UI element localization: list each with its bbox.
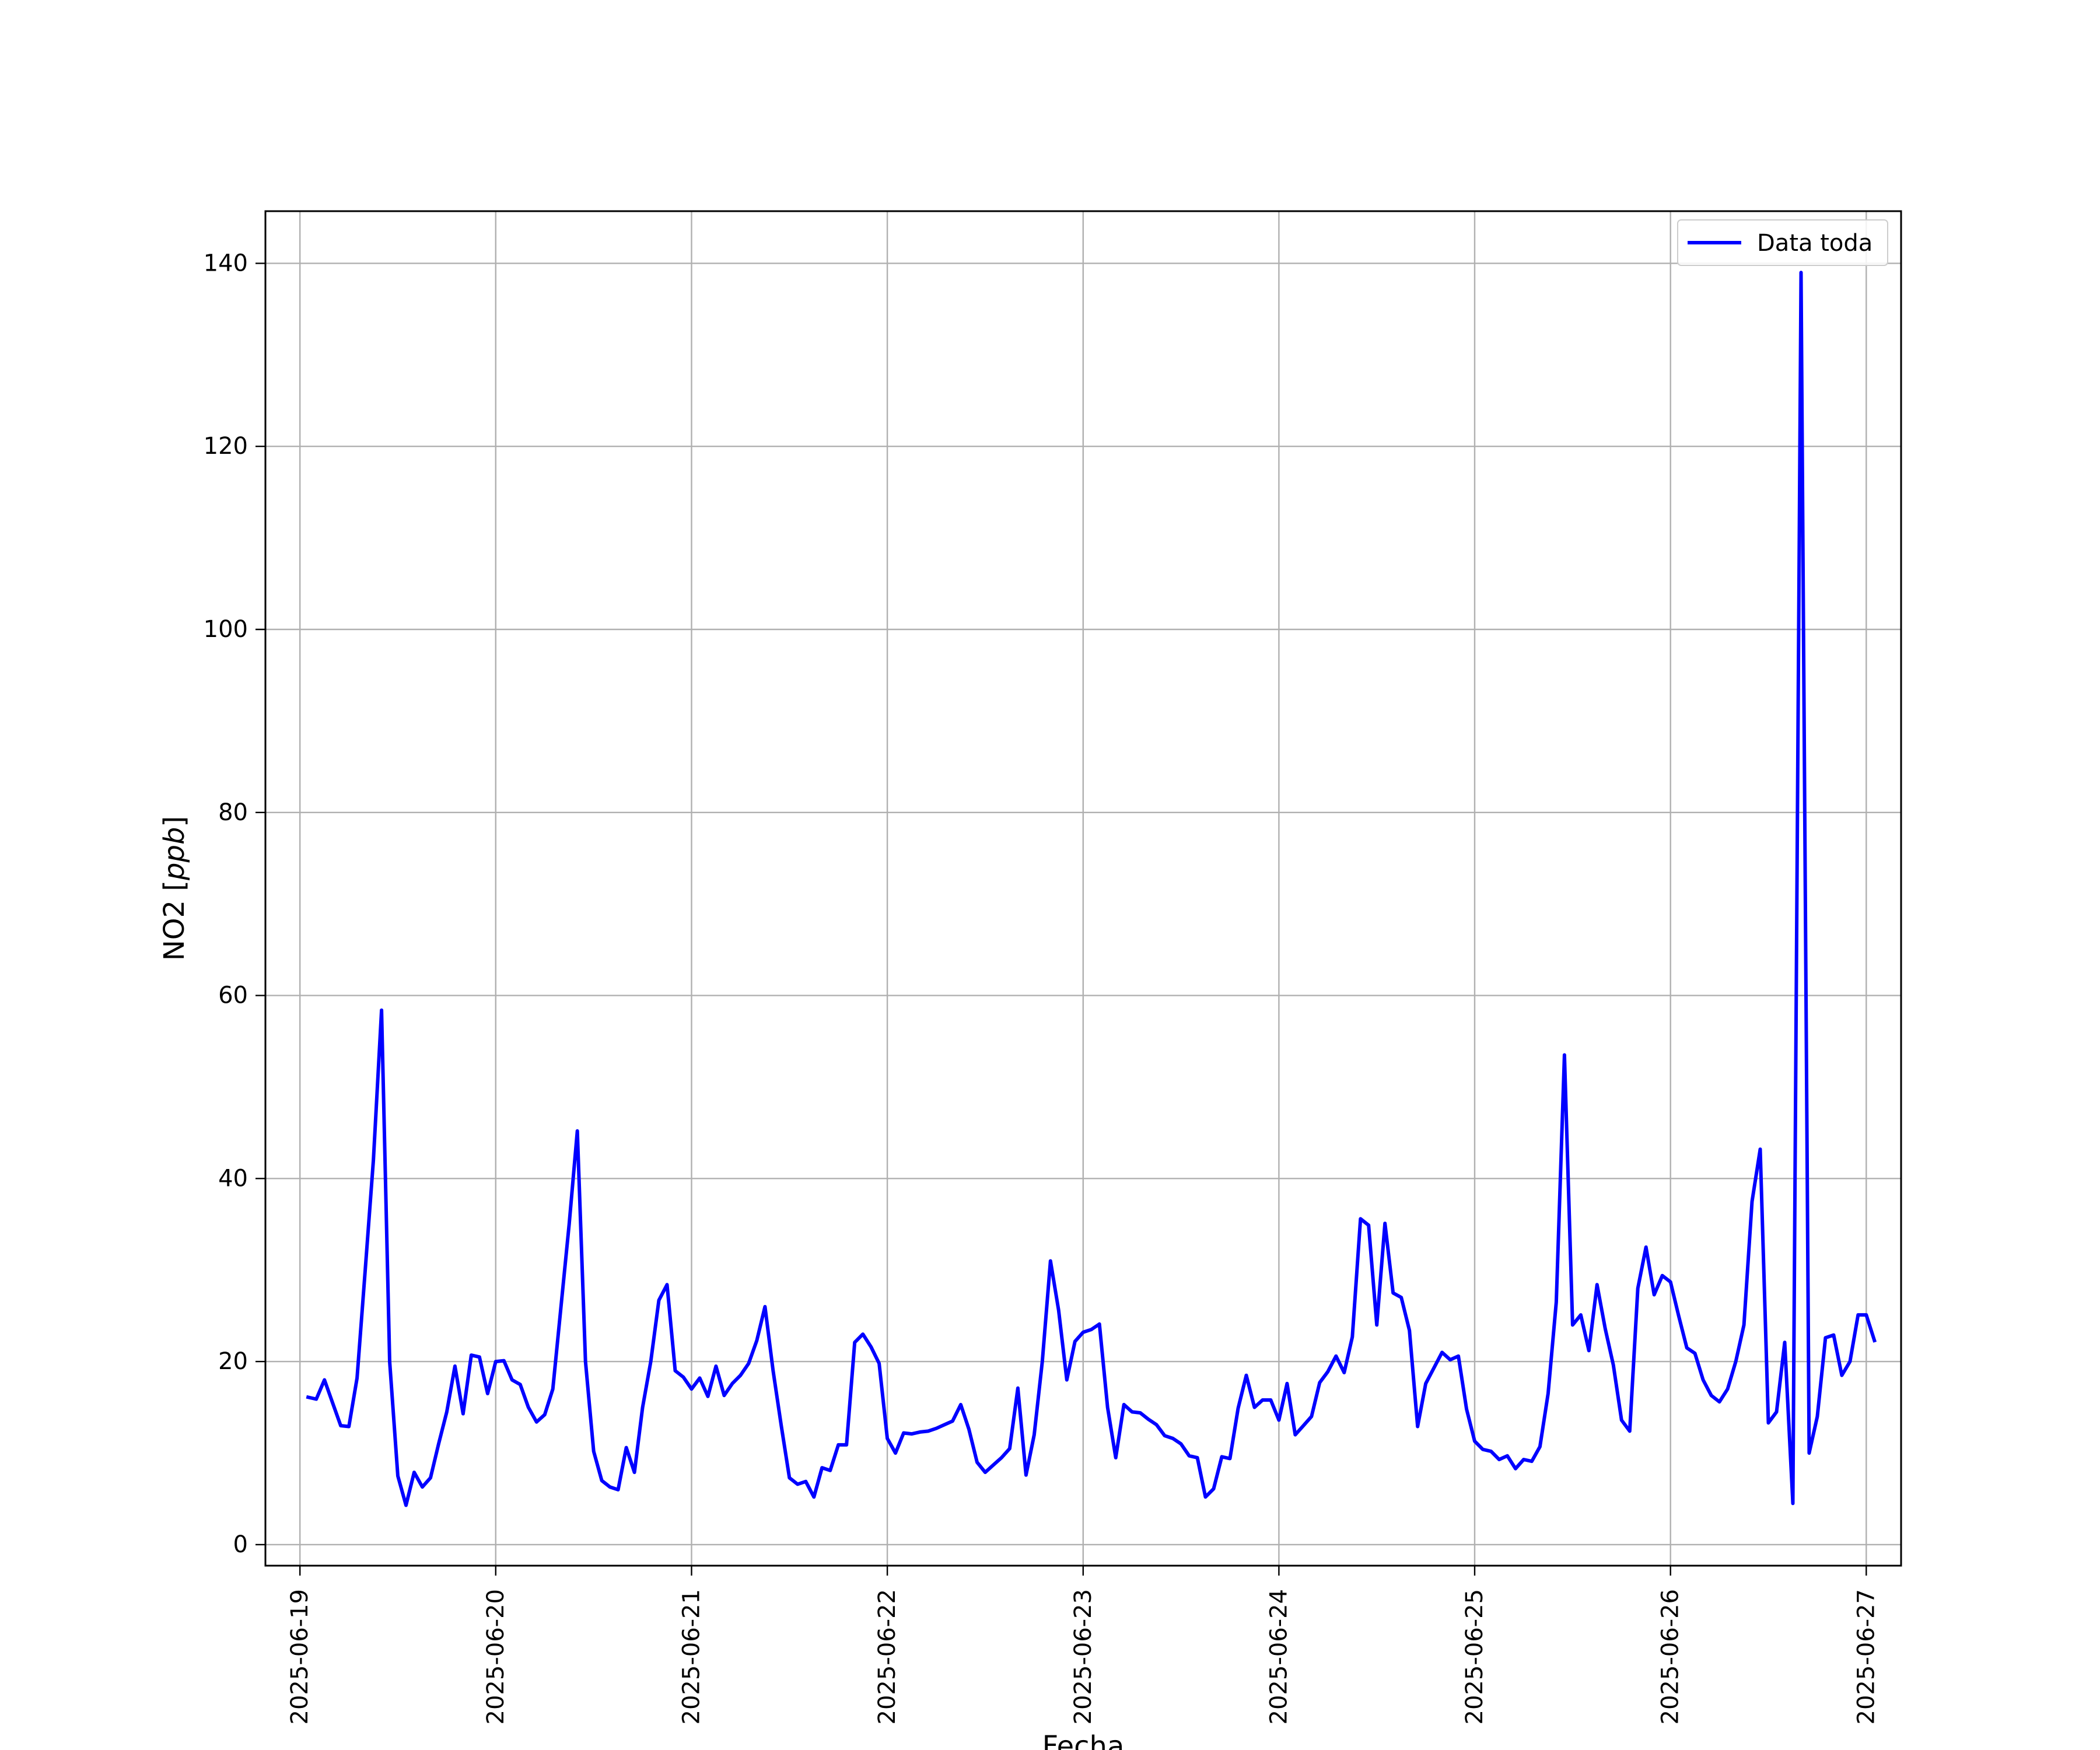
series-layer [306,271,1877,1507]
y-tick-label: 120 [204,433,248,460]
x-axis-title: Fecha [1042,1730,1125,1750]
y-tick-label: 60 [218,982,248,1009]
legend-label: Data toda [1757,230,1873,257]
y-axis-title-bracket: ] [158,816,191,827]
y-axis-title: NO2 [ppb] [158,816,191,961]
x-axis: 2025-06-19 2025-06-20 2025-06-21 2025-06-22… [286,1566,1880,1724]
legend: Data toda [1677,219,1888,266]
x-tick-label: 2025-06-22 [874,1589,901,1724]
y-tick-label: 80 [218,799,248,826]
y-axis: 0 20 40 60 80 100 120 140 [204,250,265,1558]
x-tick-label: 2025-06-25 [1461,1589,1488,1724]
x-tick-label: 2025-06-26 [1657,1589,1684,1724]
x-tick-label: 2025-06-27 [1853,1589,1880,1724]
series-line [306,271,1877,1507]
x-tick-label: 2025-06-20 [482,1589,509,1724]
y-tick-label: 100 [204,616,248,643]
y-tick-label: 140 [204,250,248,276]
y-axis-title-text: NO2 [ [158,880,191,961]
x-tick-label: 2025-06-19 [286,1589,313,1724]
y-tick-label: 20 [218,1348,248,1375]
y-tick-label: 0 [233,1531,248,1558]
y-axis-title-unit: ppb [158,827,191,881]
x-tick-label: 2025-06-21 [678,1589,705,1724]
x-tick-label: 2025-06-24 [1265,1589,1292,1724]
legend-box [1677,219,1888,266]
x-tick-label: 2025-06-23 [1070,1589,1097,1724]
y-tick-label: 40 [218,1165,248,1192]
gridlines [265,211,1901,1566]
